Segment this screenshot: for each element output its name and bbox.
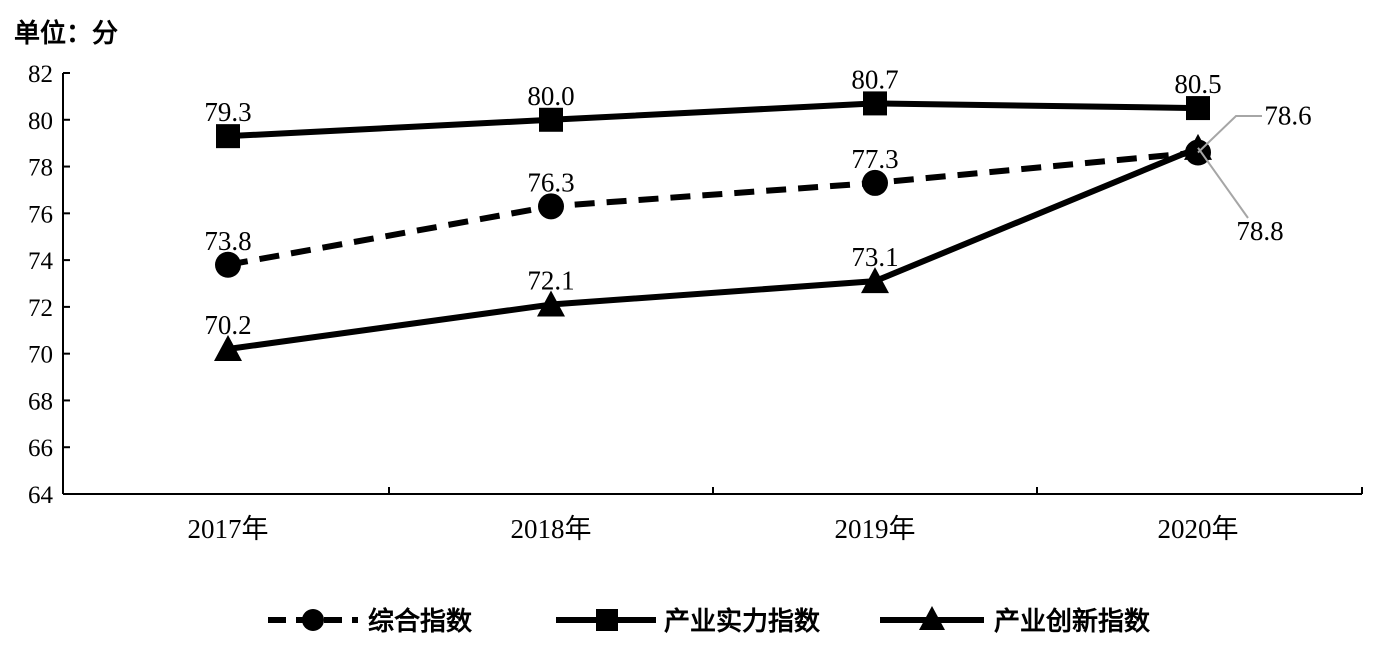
data-point-strength [1186,96,1210,121]
y-tick-label: 74 [28,248,54,275]
data-label-strength: 79.3 [204,97,251,127]
legend-marker-strength [596,609,618,631]
x-tick-label: 2019年 [835,514,916,544]
legend-label-composite: 综合指数 [368,606,473,637]
legend: 综合指数 产业实力指数 产业创新指数 [268,606,1151,637]
data-point-strength [539,107,563,132]
unit-label: 单位：分 [14,18,118,49]
data-label-strength: 80.7 [851,64,898,94]
data-point-strength [216,124,240,149]
data-point-innovation [214,334,242,361]
x-tick-label: 2020年 [1158,514,1239,544]
series-line-strength [227,100,1199,140]
data-point-innovation [537,290,565,317]
leader-line-composite [1197,115,1262,154]
y-tick-label: 78 [28,155,53,182]
x-tick-label: 2018年 [511,514,592,544]
data-point-innovation [861,267,889,294]
legend-label-innovation: 产业创新指数 [994,606,1151,637]
data-label-innovation: 78.8 [1236,216,1283,246]
data-point-composite [862,169,888,196]
data-label-innovation: 70.2 [204,310,251,340]
legend-item-composite: 综合指数 [268,606,473,637]
data-point-innovation [1184,133,1212,160]
data-point-composite [215,251,241,278]
data-labels: 73.8 76.3 77.3 78.6 79.3 80.0 80.7 80.5 70.2 72.1… [204,64,1311,340]
legend-label-strength: 产业实力指数 [664,606,821,637]
y-tick-label: 80 [28,108,53,135]
legend-marker-innovation [919,606,945,630]
y-tick-label: 66 [28,435,53,462]
leader-line-innovation [1197,147,1249,219]
data-label-strength: 80.0 [527,81,574,111]
data-label-composite: 73.8 [204,226,251,256]
data-label-innovation: 72.1 [527,266,574,296]
y-tick-label: 76 [28,201,53,228]
y-tick-label: 64 [28,482,54,509]
y-tick-label: 70 [28,342,53,369]
data-label-composite: 78.6 [1264,101,1311,131]
series-layer [214,91,1212,361]
data-label-innovation: 73.1 [851,242,898,272]
data-label-composite: 77.3 [851,144,898,174]
data-point-composite [538,193,564,220]
series-line-composite [227,149,1199,268]
y-ticks: 64 66 68 70 72 74 76 78 80 82 [28,61,70,509]
x-ticks: 2017年 2018年 2019年 2020年 [188,487,1363,544]
y-tick-label: 72 [28,295,53,322]
y-tick-label: 82 [28,61,53,88]
data-label-composite: 76.3 [527,167,574,197]
legend-item-strength: 产业实力指数 [556,606,821,637]
y-tick-label: 68 [28,388,53,415]
series-line-innovation [227,145,1200,352]
data-point-strength [863,91,887,116]
data-label-strength: 80.5 [1174,69,1221,99]
legend-item-innovation: 产业创新指数 [880,606,1151,637]
x-tick-label: 2017年 [188,514,269,544]
legend-marker-composite [302,609,324,631]
